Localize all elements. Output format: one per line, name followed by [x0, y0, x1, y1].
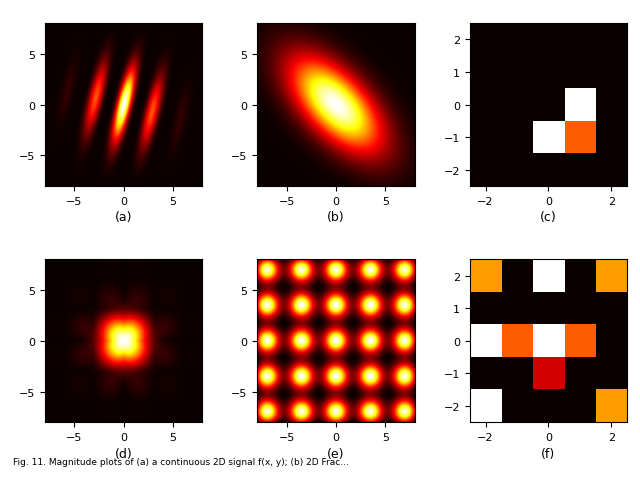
- X-axis label: (b): (b): [327, 211, 345, 224]
- X-axis label: (f): (f): [541, 447, 556, 460]
- X-axis label: (d): (d): [115, 447, 132, 460]
- Text: Fig. 11. Magnitude plots of (a) a continuous 2D signal f(x, y); (b) 2D Frac...: Fig. 11. Magnitude plots of (a) a contin…: [13, 456, 349, 466]
- X-axis label: (e): (e): [327, 447, 345, 460]
- X-axis label: (c): (c): [540, 211, 557, 224]
- X-axis label: (a): (a): [115, 211, 132, 224]
